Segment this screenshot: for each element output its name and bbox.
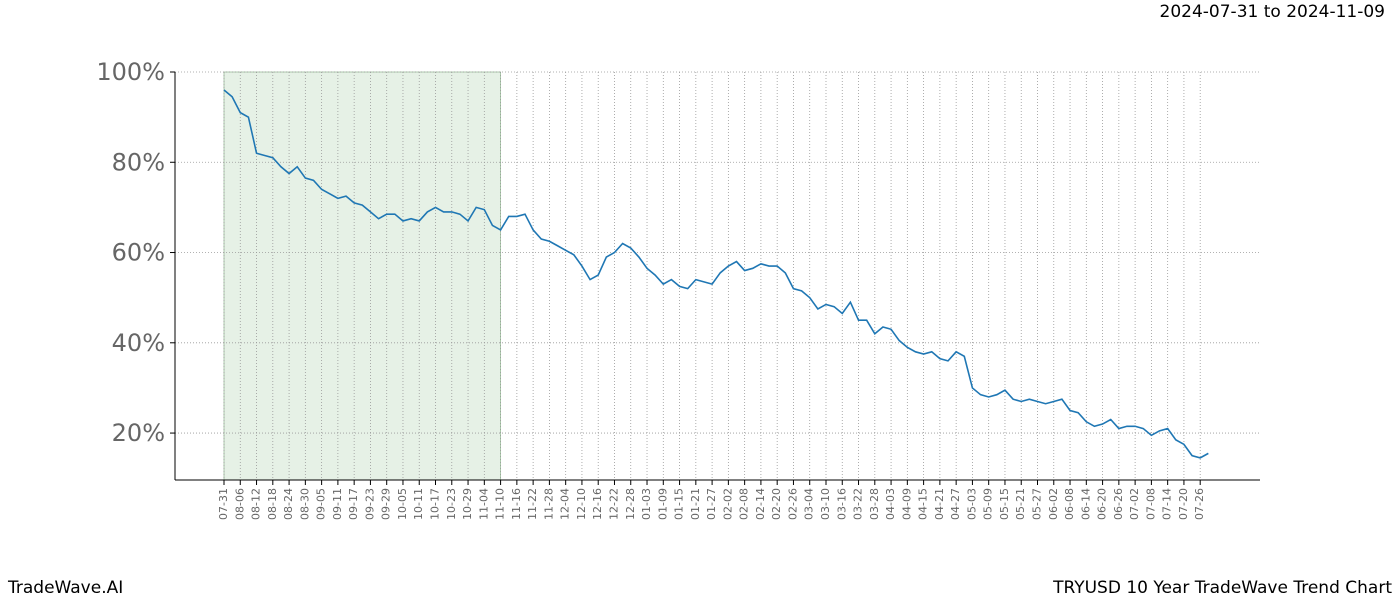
x-tick-label: 04-15	[917, 488, 930, 520]
y-tick-label: 20%	[112, 419, 165, 447]
y-tick-label: 40%	[112, 329, 165, 357]
x-tick-label: 05-27	[1031, 488, 1044, 520]
x-tick-label: 06-08	[1063, 488, 1076, 520]
x-tick-label: 08-18	[266, 488, 279, 520]
y-tick-label: 60%	[112, 239, 165, 267]
x-tick-label: 10-23	[445, 488, 458, 520]
x-tick-label: 06-20	[1096, 488, 1109, 520]
x-tick-label: 01-09	[656, 488, 669, 520]
x-tick-label: 12-04	[559, 488, 572, 520]
x-tick-label: 01-27	[705, 488, 718, 520]
y-tick-label: 80%	[112, 148, 165, 176]
brand: TradeWave.AI	[7, 578, 123, 598]
highlight-region	[223, 71, 501, 481]
x-tick-label: 09-29	[380, 488, 393, 520]
x-tick-label: 12-28	[624, 488, 637, 520]
x-tick-label: 06-14	[1079, 488, 1092, 520]
x-tick-label: 02-20	[770, 488, 783, 520]
x-tick-label: 06-02	[1047, 488, 1060, 520]
x-tick-label: 04-27	[949, 488, 962, 520]
x-tick-label: 02-26	[786, 488, 799, 520]
x-tick-label: 04-21	[933, 488, 946, 520]
x-tick-label: 07-02	[1128, 488, 1141, 520]
x-tick-label: 10-17	[429, 488, 442, 520]
x-tick-label: 07-08	[1144, 488, 1157, 520]
x-tick-label: 09-17	[347, 488, 360, 520]
x-tick-label: 07-26	[1193, 488, 1206, 520]
x-tick-label: 08-24	[282, 488, 295, 520]
x-tick-label: 08-12	[250, 488, 263, 520]
x-tick-label: 03-16	[835, 488, 848, 520]
chart-title: TRYUSD 10 Year TradeWave Trend Chart	[1052, 578, 1392, 598]
trend-line	[223, 89, 1209, 459]
x-tick-label: 05-09	[982, 488, 995, 520]
x-tick-label: 09-23	[363, 488, 376, 520]
x-tick-label: 10-29	[461, 488, 474, 520]
x-tick-label: 05-03	[965, 488, 978, 520]
x-tick-label: 12-16	[591, 488, 604, 520]
x-tick-label: 03-28	[868, 488, 881, 520]
x-tick-label: 03-22	[852, 488, 865, 520]
x-tick-label: 07-20	[1177, 488, 1190, 520]
x-tick-label: 11-22	[526, 488, 539, 520]
x-tick-label: 07-31	[217, 488, 230, 520]
x-tick-label: 11-16	[510, 488, 523, 520]
x-tick-label: 08-30	[298, 488, 311, 520]
x-tick-label: 01-03	[640, 488, 653, 520]
x-tick-label: 08-06	[233, 488, 246, 520]
x-tick-label: 05-21	[1014, 488, 1027, 520]
x-tick-label: 04-03	[884, 488, 897, 520]
x-tick-label: 02-08	[738, 488, 751, 520]
x-tick-label: 04-09	[900, 488, 913, 520]
x-tick-label: 01-21	[689, 488, 702, 520]
date-range: 2024-07-31 to 2024-11-09	[1160, 2, 1385, 22]
x-tick-label: 02-02	[721, 488, 734, 520]
x-tick-label: 12-22	[607, 488, 620, 520]
x-tick-label: 10-11	[412, 488, 425, 520]
x-tick-label: 12-10	[575, 488, 588, 520]
x-tick-label: 11-04	[477, 488, 490, 520]
x-tick-label: 06-26	[1112, 488, 1125, 520]
x-tick-label: 03-10	[819, 488, 832, 520]
x-tick-label: 09-05	[315, 488, 328, 520]
x-tick-label: 02-14	[754, 488, 767, 520]
x-tick-label: 10-05	[396, 488, 409, 520]
x-tick-label: 05-15	[998, 488, 1011, 520]
x-tick-label: 07-14	[1161, 488, 1174, 520]
x-tick-label: 01-15	[673, 488, 686, 520]
x-tick-label: 03-04	[803, 488, 816, 520]
x-tick-label: 11-28	[542, 488, 555, 520]
y-tick-label: 100%	[96, 58, 165, 86]
x-tick-label: 09-11	[331, 488, 344, 520]
x-tick-label: 11-10	[494, 488, 507, 520]
